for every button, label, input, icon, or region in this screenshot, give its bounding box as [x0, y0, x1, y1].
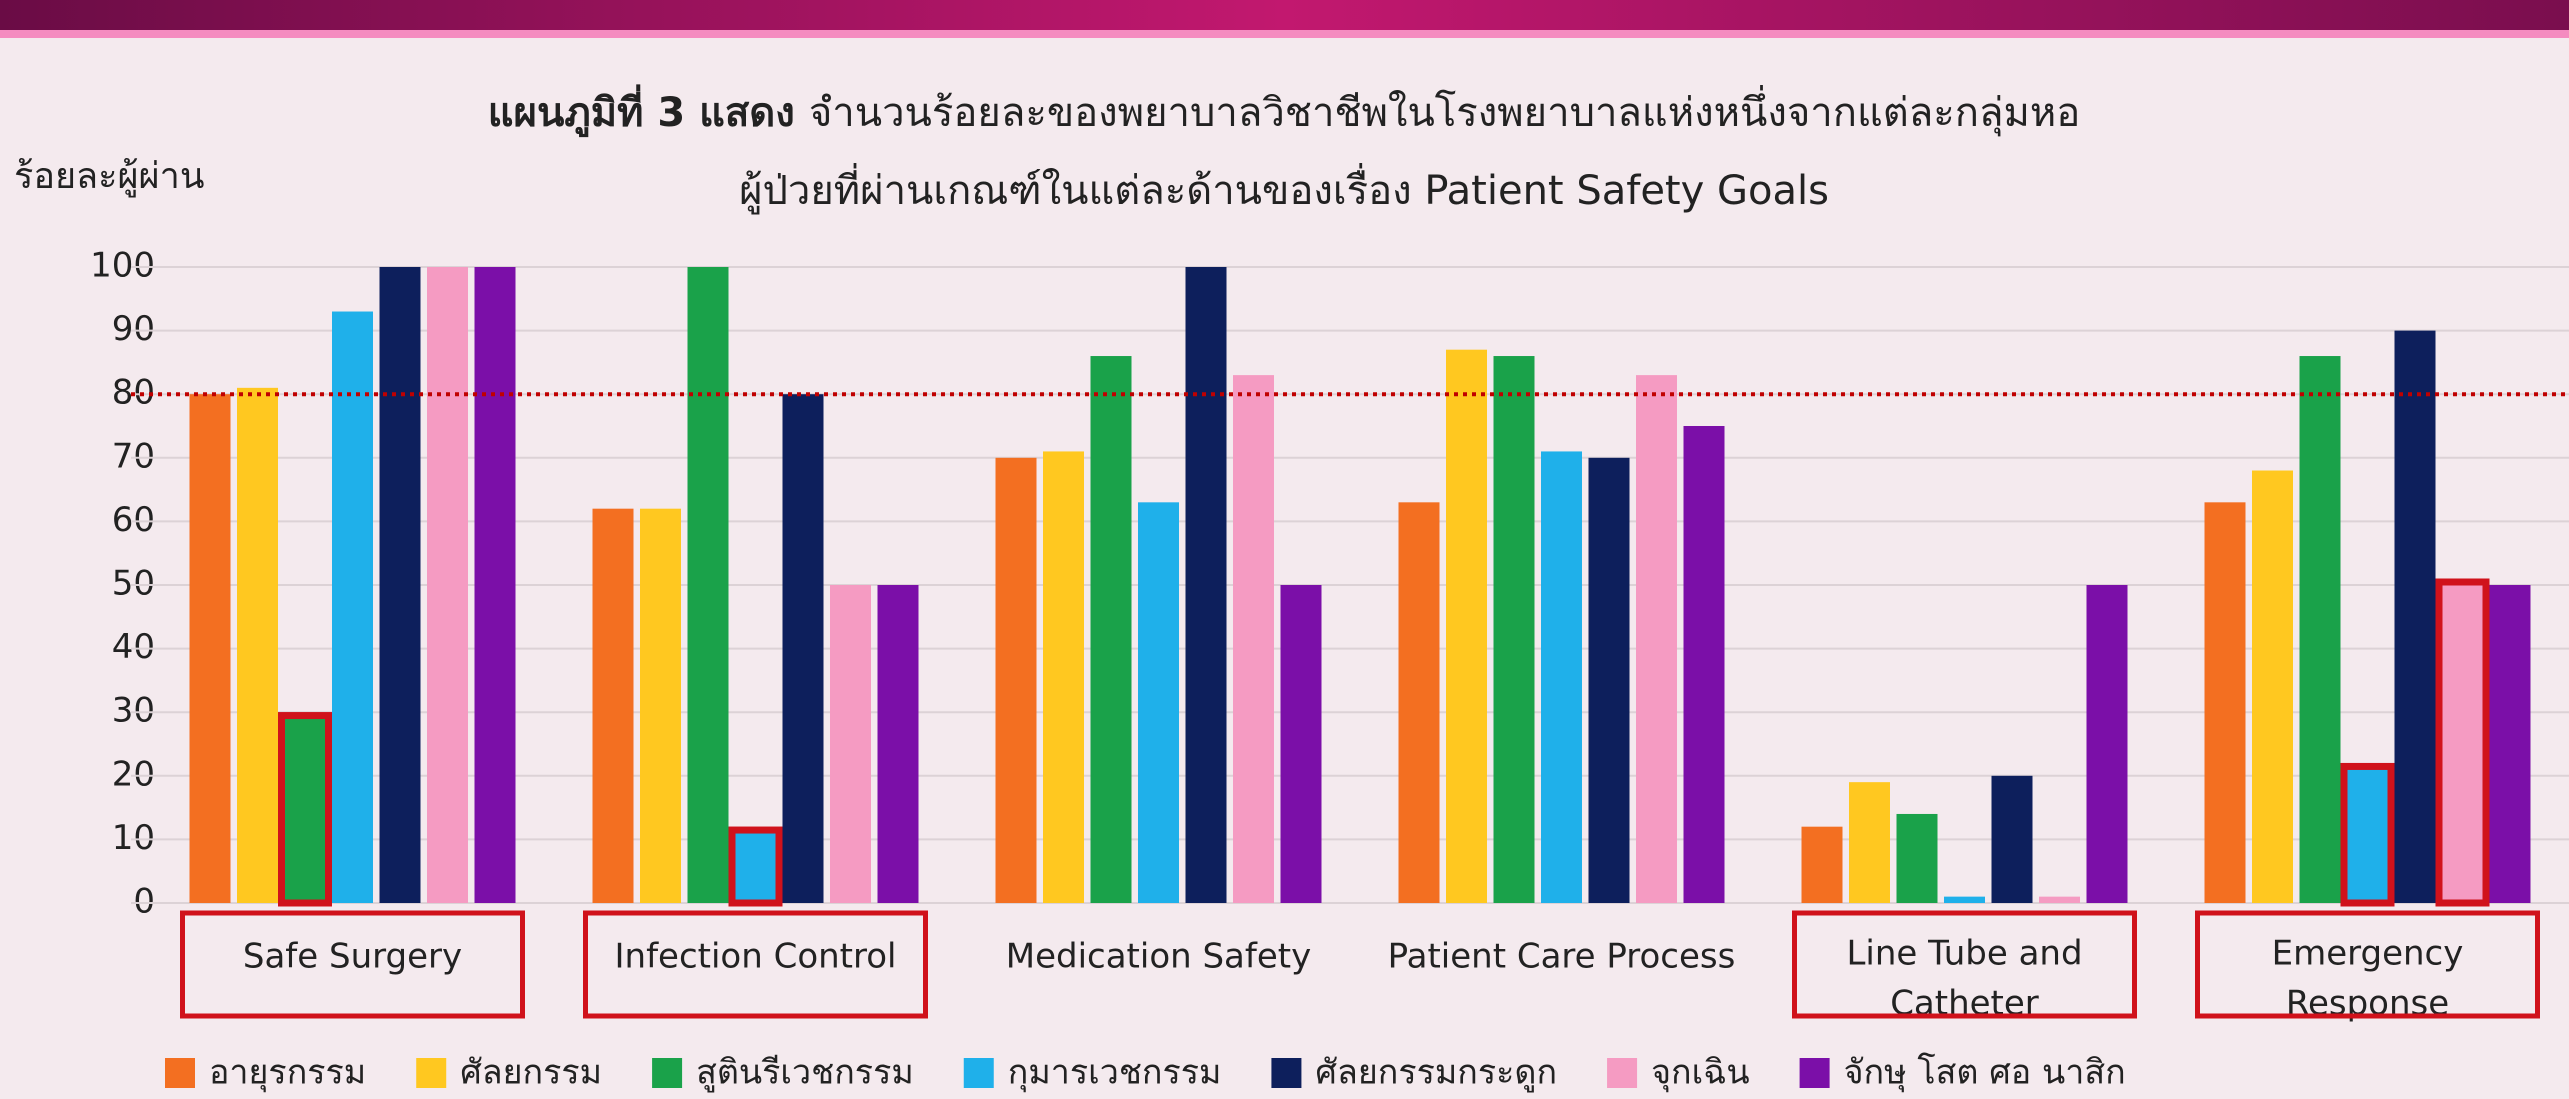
bar — [877, 585, 919, 903]
bar — [2086, 585, 2128, 903]
banner-edge — [0, 30, 2569, 38]
bar — [1398, 502, 1440, 903]
bar-highlight — [278, 712, 332, 907]
legend-label: จุกเฉิน — [1651, 1053, 1750, 1093]
bar-highlight — [2435, 578, 2490, 907]
y-tick-label: 100 — [90, 246, 155, 286]
bar — [2204, 502, 2246, 903]
bar — [1090, 356, 1132, 903]
y-tick-label: 60 — [112, 500, 155, 540]
bar — [2442, 585, 2483, 903]
category-highlight — [1792, 910, 2137, 1019]
y-tick-label: 50 — [112, 564, 155, 604]
legend-label: กุมารเวชกรรม — [1008, 1053, 1222, 1093]
bar — [379, 267, 421, 903]
y-tick-label: 10 — [112, 818, 155, 858]
bar — [2039, 896, 2080, 903]
bar — [1849, 782, 1890, 903]
legend-label: ศัลยกรรม — [460, 1053, 602, 1093]
title-line: จำนวนร้อยละของพยาบาลวิชาชีพในโรงพยาบาลแห… — [809, 85, 2080, 137]
bar — [1138, 502, 1179, 903]
bar — [1541, 451, 1582, 903]
bar — [782, 394, 824, 903]
bar — [2299, 356, 2341, 903]
y-tick-label: 70 — [112, 436, 155, 476]
legend-label: จักษุ โสต ศอ นาสิก — [1844, 1053, 2126, 1093]
bar — [1185, 267, 1227, 903]
chart-title: แผนภูมิที่ 3 แสดง จำนวนร้อยละของพยาบาลวิช… — [488, 84, 2080, 137]
legend-swatch — [1271, 1058, 1302, 1088]
bar — [640, 508, 681, 903]
x-tick-label: Infection Control — [615, 937, 897, 977]
category-highlight — [583, 910, 928, 1019]
bar — [474, 267, 516, 903]
y-tick-label: 0 — [133, 882, 155, 922]
bar — [1636, 375, 1677, 903]
legend-label: อายุรกรรม — [209, 1053, 366, 1093]
bar — [995, 457, 1037, 903]
legend-swatch — [652, 1058, 683, 1088]
bar — [2347, 769, 2388, 903]
bar — [2252, 470, 2293, 903]
y-tick-label: 20 — [112, 754, 155, 794]
bar — [1446, 349, 1487, 903]
x-tick-label: Safe Surgery — [243, 937, 462, 977]
x-tick-label: Patient Care Process — [1388, 937, 1736, 977]
bar — [687, 267, 729, 903]
bar — [1493, 356, 1535, 903]
bar — [1043, 451, 1084, 903]
bar — [1801, 826, 1843, 903]
legend-swatch — [416, 1058, 447, 1088]
bar — [1944, 896, 1985, 903]
legend-label: ศัลยกรรมกระดูก — [1315, 1053, 1557, 1093]
bar — [2489, 585, 2531, 903]
bar — [592, 508, 634, 903]
top-banner — [0, 0, 2569, 30]
bar — [1233, 375, 1274, 903]
x-tick-label: Line Tube and — [1846, 934, 2082, 974]
bar — [1280, 585, 1322, 903]
legend-swatch — [165, 1058, 195, 1088]
bar — [830, 585, 871, 903]
bar — [1896, 813, 1938, 903]
y-axis-label: ร้อยละผู้ผ่าน — [14, 156, 204, 198]
legend-swatch — [963, 1058, 994, 1088]
bar — [189, 394, 231, 903]
legend-swatch — [1799, 1058, 1830, 1088]
category-highlight — [180, 910, 525, 1019]
bar — [237, 387, 278, 904]
x-tick-label: Emergency — [2272, 934, 2464, 974]
bar — [284, 718, 326, 903]
bar — [2394, 330, 2436, 904]
bar-highlight — [2340, 762, 2395, 907]
bar-highlight — [728, 826, 783, 907]
y-tick-label: 90 — [112, 309, 155, 349]
title-bold: แผนภูมิที่ 3 แสดง — [488, 84, 795, 137]
category-highlight — [2195, 910, 2540, 1019]
legend-swatch — [1607, 1058, 1638, 1088]
chart-title: ผู้ป่วยที่ผ่านเกณฑ์ในแต่ละด้านของเรื่อง … — [739, 163, 1829, 214]
bar — [427, 267, 468, 903]
bar — [1991, 775, 2033, 903]
bar — [1588, 457, 1630, 903]
bar — [332, 311, 373, 903]
y-tick-label: 40 — [112, 627, 155, 667]
y-tick-label: 30 — [112, 691, 155, 731]
bar — [735, 833, 776, 903]
bar — [1683, 426, 1725, 903]
x-tick-label: Medication Safety — [1006, 937, 1312, 977]
legend-label: สูตินรีเวชกรรม — [696, 1053, 914, 1093]
